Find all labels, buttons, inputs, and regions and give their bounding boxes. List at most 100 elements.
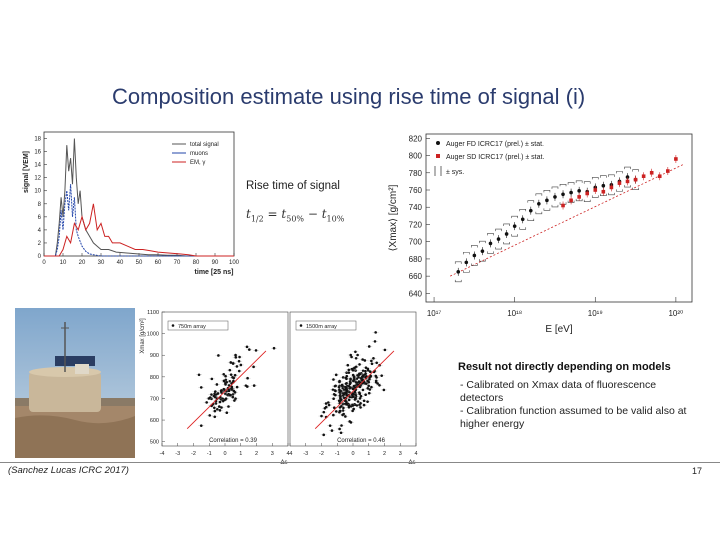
calib-point xyxy=(347,368,351,372)
signal-xtick-label: 0 xyxy=(42,260,46,266)
citation: (Sanchez Lucas ICRC 2017) xyxy=(8,465,129,476)
calib-xtick-label: 0 xyxy=(351,451,354,457)
xmax-sys-bracket xyxy=(487,233,494,254)
calib-point xyxy=(364,393,367,397)
signal-xlabel: time [25 ns] xyxy=(195,269,234,276)
xmax-point-fd xyxy=(472,253,477,258)
xmax-point-fd xyxy=(488,241,493,246)
xmax-sys-bracket xyxy=(527,200,535,221)
calib-point xyxy=(370,359,373,363)
calib-point xyxy=(210,397,213,401)
calib-point xyxy=(227,384,231,387)
calib-xtick-label: 2 xyxy=(255,451,258,457)
xmax-sys-bracket xyxy=(463,252,470,273)
calib-point xyxy=(224,374,227,378)
xmax-point-fd xyxy=(496,237,501,241)
calib-point xyxy=(380,374,383,377)
calib-point xyxy=(344,382,348,385)
calib-point xyxy=(366,386,370,390)
xmax-fit-line xyxy=(450,163,685,277)
signal-ytick-label: 6 xyxy=(38,215,42,221)
xmax-ytick-label: 760 xyxy=(409,186,423,195)
calib-xtick-label: -1 xyxy=(207,451,212,457)
signal-xtick-label: 100 xyxy=(229,260,240,266)
xmax-sys-bracket xyxy=(591,177,599,198)
xmax-legend-sys: ± sys. xyxy=(446,169,464,176)
calib-point xyxy=(345,403,348,406)
calib-point xyxy=(229,373,233,376)
calib-point xyxy=(362,403,366,407)
calib-point xyxy=(332,406,336,410)
xmax-xtick-label: 10¹⁷ xyxy=(427,309,442,318)
signal-ytick-label: 4 xyxy=(38,228,42,234)
calib-point xyxy=(272,346,276,350)
calib-ytick-label: 500 xyxy=(150,440,159,446)
calib-point xyxy=(227,405,230,408)
calib-point xyxy=(361,369,365,373)
calib-point xyxy=(339,395,342,398)
calib-point xyxy=(235,365,239,368)
calib-point xyxy=(348,395,352,399)
calib-point xyxy=(235,385,239,389)
formula-eq: = xyxy=(267,207,278,221)
xmax-sys-bracket xyxy=(632,169,639,190)
signal-xtick-label: 20 xyxy=(79,260,86,266)
calib-xtick-label: -2 xyxy=(319,451,324,457)
calib-point xyxy=(355,377,359,381)
xmax-point-fd xyxy=(520,217,525,222)
signal-ytick-label: 0 xyxy=(38,254,42,260)
calib-correlation: Correlation = 0.39 xyxy=(209,438,258,444)
calib-xtick-label: -4 xyxy=(288,451,293,457)
calib-point xyxy=(378,383,381,387)
calib-legend-label: 1500m array xyxy=(306,324,337,330)
calib-point xyxy=(248,348,251,351)
calib-point xyxy=(344,415,347,418)
calib-point xyxy=(328,424,332,427)
calib-point xyxy=(351,392,355,395)
calib-point xyxy=(231,361,235,365)
calib-point xyxy=(199,386,203,389)
calib-point xyxy=(356,400,360,403)
calib-correlation: Correlation = 0.46 xyxy=(337,438,386,444)
calib-legend-box xyxy=(167,320,229,331)
xmax-ytick-label: 700 xyxy=(409,238,423,247)
xmax-xtick-label: 10¹⁸ xyxy=(507,309,522,318)
calib-point xyxy=(368,370,372,374)
calib-ytick-label: 900 xyxy=(150,353,159,359)
calib-point xyxy=(364,366,368,369)
calib-xlabel: Δs xyxy=(408,460,415,466)
calib-legend-label: 750m array xyxy=(178,324,206,330)
calib-legend-box xyxy=(295,320,357,331)
calib-point xyxy=(344,386,348,389)
calib-point xyxy=(231,393,235,396)
calib-point xyxy=(352,384,356,388)
calib-ytick-label: 1000 xyxy=(147,332,159,338)
calib-point xyxy=(222,379,226,383)
xmax-point-fd xyxy=(577,189,581,193)
calib-point xyxy=(225,411,229,415)
xmax-point-sd xyxy=(577,195,581,199)
calib-point xyxy=(234,356,238,359)
xmax-point-sd xyxy=(674,157,678,161)
calib-point xyxy=(345,390,348,394)
calib-point xyxy=(237,369,241,373)
calib-point xyxy=(351,395,355,398)
calib-point xyxy=(338,384,341,388)
calib-point xyxy=(362,399,366,403)
calib-point xyxy=(361,358,364,361)
result-bullet-2: - Calibration function assumed to be val… xyxy=(460,405,687,430)
calib-point xyxy=(217,354,220,357)
calib-point xyxy=(367,391,371,395)
calib-point xyxy=(218,409,222,412)
calib-point xyxy=(341,409,345,412)
formula-sub-half: 1/2 xyxy=(250,214,264,224)
calib-point xyxy=(332,397,335,401)
calib-point xyxy=(362,381,366,384)
xmax-sys-bracket xyxy=(624,166,631,188)
calib-xtick-label: 0 xyxy=(223,451,226,457)
calib-point xyxy=(222,373,226,376)
calib-point xyxy=(365,382,368,385)
xmax-ylabel: ⟨Xmax⟩ [g/cm²] xyxy=(388,184,399,251)
xmax-xtick-label: 10¹⁹ xyxy=(588,309,603,318)
calib-point xyxy=(228,368,232,372)
